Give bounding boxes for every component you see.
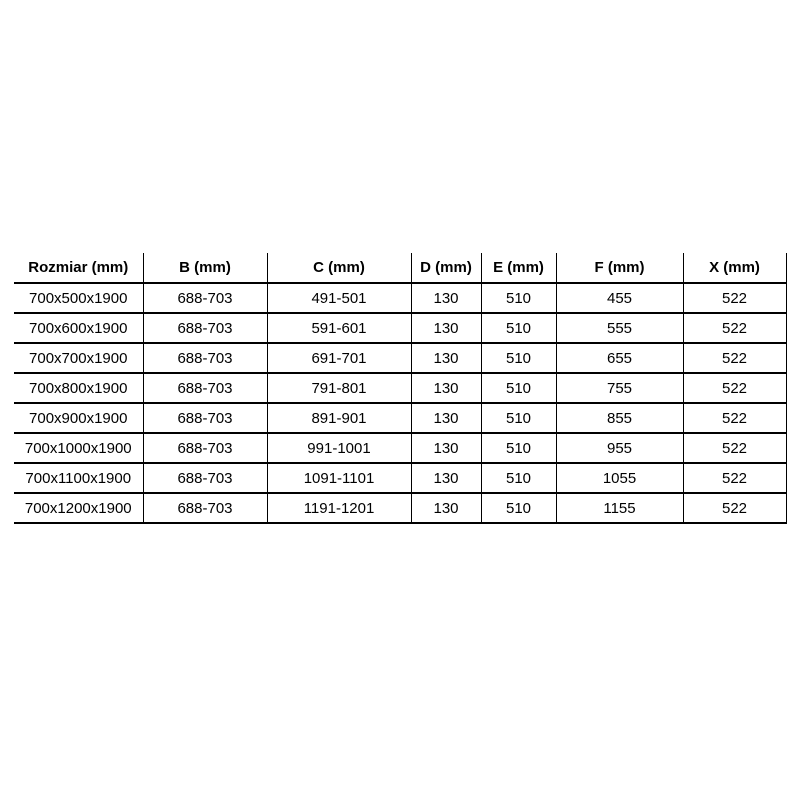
cell-x: 522 [683, 343, 787, 374]
cell-x: 522 [683, 313, 787, 344]
cell-b: 688-703 [143, 373, 268, 404]
table-row: 700x1100x1900 688-703 1091-1101 130 510 … [14, 463, 787, 494]
cell-rozmiar: 700x1000x1900 [14, 433, 144, 464]
table-row: 700x700x1900 688-703 691-701 130 510 655… [14, 343, 787, 374]
cell-rozmiar: 700x600x1900 [14, 313, 144, 344]
dimensions-table-container: Rozmiar (mm) B (mm) C (mm) D (mm) E (mm)… [14, 253, 787, 524]
cell-rozmiar: 700x1200x1900 [14, 493, 144, 524]
cell-d: 130 [411, 403, 482, 434]
cell-c: 491-501 [267, 283, 412, 314]
cell-d: 130 [411, 313, 482, 344]
size-specification-table: Rozmiar (mm) B (mm) C (mm) D (mm) E (mm)… [14, 253, 787, 524]
table-row: 700x1000x1900 688-703 991-1001 130 510 9… [14, 433, 787, 464]
cell-e: 510 [481, 433, 557, 464]
cell-c: 991-1001 [267, 433, 412, 464]
cell-d: 130 [411, 283, 482, 314]
cell-d: 130 [411, 463, 482, 494]
cell-f: 755 [556, 373, 684, 404]
cell-e: 510 [481, 493, 557, 524]
cell-b: 688-703 [143, 343, 268, 374]
cell-b: 688-703 [143, 283, 268, 314]
cell-b: 688-703 [143, 433, 268, 464]
cell-x: 522 [683, 373, 787, 404]
cell-c: 591-601 [267, 313, 412, 344]
cell-d: 130 [411, 493, 482, 524]
table-row: 700x600x1900 688-703 591-601 130 510 555… [14, 313, 787, 344]
cell-f: 455 [556, 283, 684, 314]
cell-b: 688-703 [143, 493, 268, 524]
cell-rozmiar: 700x900x1900 [14, 403, 144, 434]
cell-x: 522 [683, 493, 787, 524]
column-header-x: X (mm) [683, 253, 787, 284]
table-row: 700x500x1900 688-703 491-501 130 510 455… [14, 283, 787, 314]
header-row: Rozmiar (mm) B (mm) C (mm) D (mm) E (mm)… [14, 253, 787, 284]
table-row: 700x900x1900 688-703 891-901 130 510 855… [14, 403, 787, 434]
cell-c: 1091-1101 [267, 463, 412, 494]
cell-x: 522 [683, 403, 787, 434]
cell-rozmiar: 700x1100x1900 [14, 463, 144, 494]
cell-f: 855 [556, 403, 684, 434]
cell-f: 955 [556, 433, 684, 464]
cell-rozmiar: 700x700x1900 [14, 343, 144, 374]
cell-d: 130 [411, 343, 482, 374]
column-header-d: D (mm) [411, 253, 482, 284]
cell-b: 688-703 [143, 313, 268, 344]
column-header-rozmiar: Rozmiar (mm) [14, 253, 144, 284]
table-row: 700x1200x1900 688-703 1191-1201 130 510 … [14, 493, 787, 524]
cell-x: 522 [683, 433, 787, 464]
cell-d: 130 [411, 433, 482, 464]
column-header-b: B (mm) [143, 253, 268, 284]
cell-e: 510 [481, 313, 557, 344]
cell-rozmiar: 700x800x1900 [14, 373, 144, 404]
table-row: 700x800x1900 688-703 791-801 130 510 755… [14, 373, 787, 404]
cell-f: 655 [556, 343, 684, 374]
cell-c: 891-901 [267, 403, 412, 434]
cell-c: 691-701 [267, 343, 412, 374]
cell-x: 522 [683, 463, 787, 494]
cell-e: 510 [481, 343, 557, 374]
cell-x: 522 [683, 283, 787, 314]
cell-f: 1155 [556, 493, 684, 524]
column-header-f: F (mm) [556, 253, 684, 284]
cell-rozmiar: 700x500x1900 [14, 283, 144, 314]
cell-e: 510 [481, 463, 557, 494]
cell-e: 510 [481, 403, 557, 434]
cell-d: 130 [411, 373, 482, 404]
cell-b: 688-703 [143, 403, 268, 434]
cell-f: 1055 [556, 463, 684, 494]
cell-c: 791-801 [267, 373, 412, 404]
cell-e: 510 [481, 373, 557, 404]
column-header-e: E (mm) [481, 253, 557, 284]
column-header-c: C (mm) [267, 253, 412, 284]
cell-e: 510 [481, 283, 557, 314]
cell-f: 555 [556, 313, 684, 344]
cell-b: 688-703 [143, 463, 268, 494]
cell-c: 1191-1201 [267, 493, 412, 524]
